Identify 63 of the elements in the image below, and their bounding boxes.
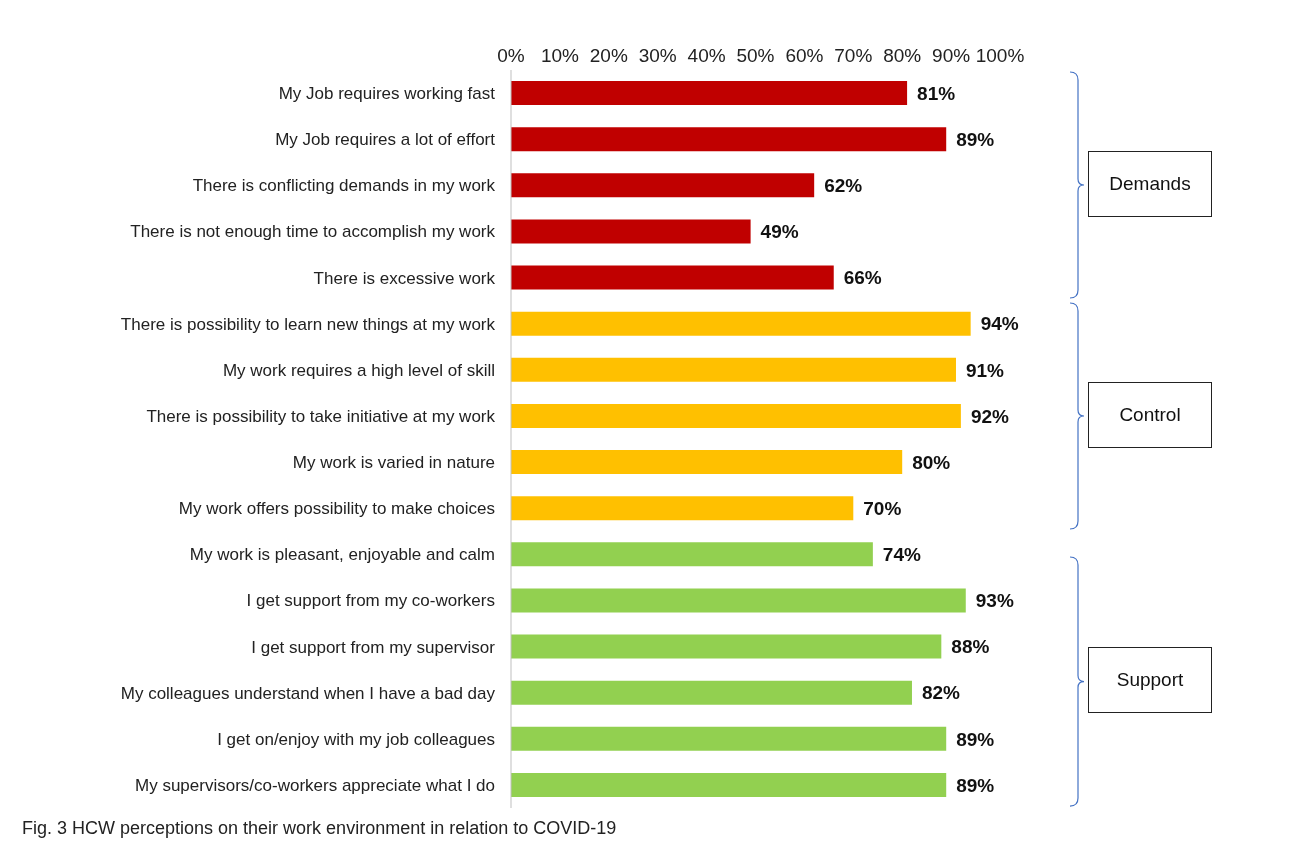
data-label: 89% [956,774,995,796]
y-tick-label: There is conflicting demands in my work [192,176,496,196]
data-label: 93% [975,590,1014,612]
y-tick-label: There is possibility to take initiative at my work [146,406,496,426]
data-label: 89% [956,728,995,750]
y-tick-label: I get support from my supervisor [251,637,496,657]
bar [511,496,854,521]
bar [511,311,971,336]
bar [511,219,751,244]
x-tick-label: 0% [497,45,525,66]
data-label: 91% [965,359,1005,381]
data-label: 92% [970,405,1010,427]
bar [511,772,947,797]
x-tick-label: 30% [638,45,677,66]
y-tick-label: My work is varied in nature [292,453,495,473]
data-label: 88% [951,636,990,658]
y-tick-label: My work offers possibility to make choices [178,499,495,519]
x-tick-label: 100% [975,45,1025,66]
x-tick-label: 60% [785,45,824,66]
y-tick-label: My Job requires working fast [278,84,496,104]
bar [511,173,815,198]
data-label: 70% [863,497,902,519]
data-label: 66% [843,267,882,289]
y-tick-label: There is excessive work [313,268,496,288]
y-tick-label: My work is pleasant, enjoyable and calm [189,545,495,565]
data-label: 80% [912,451,951,473]
data-label: 81% [917,82,956,104]
x-tick-label: 80% [883,45,922,66]
bar [511,680,912,705]
data-label: 89% [956,128,995,150]
y-tick-label: I get on/enjoy with my job colleagues [217,729,495,749]
bar [511,726,947,751]
y-tick-label: My work requires a high level of skill [222,360,495,380]
data-label: 74% [882,544,921,566]
bar [511,634,942,659]
bar [511,542,873,567]
bar [511,450,903,475]
caption: Fig. 3 HCW perceptions on their work environment in relation to COVID-19 [22,818,617,839]
x-tick-label: 20% [589,45,628,66]
text: Control [1088,381,1212,448]
x-tick-label: 10% [540,45,580,66]
x-tick-label: 40% [687,45,726,66]
text: Demands [1088,151,1212,218]
y-tick-label: My colleagues understand when I have a bad day [120,683,496,703]
data-label: 62% [824,175,863,197]
y-tick-label: There is possibility to learn new things at my work [120,314,496,334]
text: Support [1088,647,1212,714]
bar [511,588,966,613]
y-tick-label: There is not enough time to accomplish my work [130,222,496,242]
data-label: 94% [980,313,1019,335]
y-tick-label: I get support from my co-workers [246,591,495,611]
bar [511,127,947,152]
data-label: 49% [760,221,799,243]
bar [511,357,956,382]
x-tick-label: 90% [932,45,971,66]
x-tick-label: 50% [736,45,775,66]
bar [511,403,961,428]
bar [511,265,834,290]
y-tick-label: My supervisors/co-workers appreciate what I do [135,775,495,795]
data-label: 82% [921,682,961,704]
y-tick-label: My Job requires a lot of effort [275,130,496,150]
x-tick-label: 70% [834,45,873,66]
bar [511,81,908,106]
